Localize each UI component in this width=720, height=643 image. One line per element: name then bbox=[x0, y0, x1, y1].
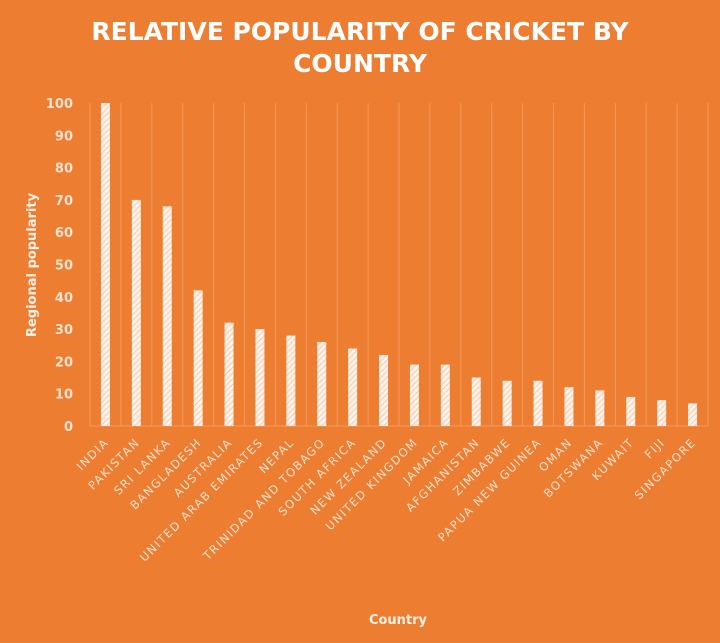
bar-india bbox=[100, 103, 110, 426]
bar-fiji bbox=[657, 400, 667, 426]
y-tick-label: 80 bbox=[55, 162, 73, 177]
bar-nepal bbox=[286, 335, 296, 426]
bar-united-kingdom bbox=[409, 364, 419, 426]
y-tick-label: 100 bbox=[46, 97, 73, 112]
y-tick-label: 30 bbox=[55, 323, 73, 338]
bar-oman bbox=[564, 387, 574, 426]
bar-sri-lanka bbox=[162, 206, 172, 426]
bar-afghanistan bbox=[471, 377, 481, 426]
y-tick-label: 0 bbox=[64, 420, 73, 435]
bar-australia bbox=[224, 322, 234, 426]
bar-trinidad-and-tobago bbox=[317, 342, 327, 426]
y-tick-label: 40 bbox=[55, 291, 73, 306]
chart-title-line-1: RELATIVE POPULARITY OF CRICKET BY bbox=[91, 17, 629, 46]
bar-pakistan bbox=[131, 199, 141, 426]
x-tick-label: FIJI bbox=[642, 435, 668, 461]
chart-title-line-2: COUNTRY bbox=[293, 49, 428, 78]
bar-zimbabwe bbox=[502, 380, 512, 426]
bar-kuwait bbox=[626, 396, 636, 426]
y-tick-label: 50 bbox=[55, 259, 73, 274]
y-axis-label: Regional popularity bbox=[25, 192, 40, 337]
y-tick-label: 90 bbox=[55, 129, 73, 144]
bar-jamaica bbox=[440, 364, 450, 426]
y-tick-label: 60 bbox=[55, 226, 73, 241]
bar-papua-new-guinea bbox=[533, 380, 543, 426]
bar-singapore bbox=[688, 403, 698, 426]
bar-south-africa bbox=[348, 348, 358, 426]
y-tick-label: 20 bbox=[55, 355, 73, 370]
bar-bangladesh bbox=[193, 290, 203, 426]
bar-united-arab-emirates bbox=[255, 329, 265, 426]
y-tick-label: 70 bbox=[55, 194, 73, 209]
bar-botswana bbox=[595, 390, 605, 426]
bar-new-zealand bbox=[379, 354, 389, 426]
x-axis-label: Country bbox=[369, 613, 428, 628]
y-tick-label: 10 bbox=[55, 388, 73, 403]
